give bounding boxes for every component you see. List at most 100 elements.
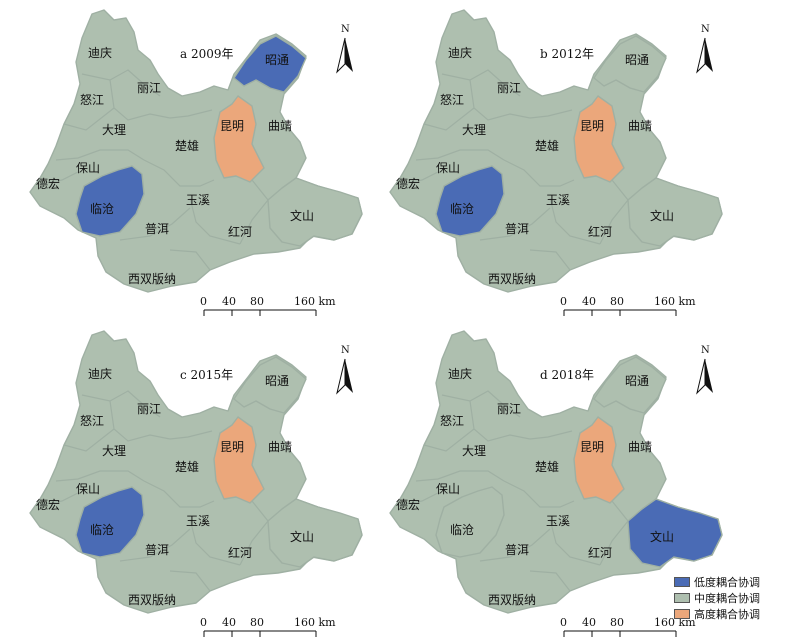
prefecture-borders	[39, 69, 297, 271]
city-label-baoshan: 保山	[436, 161, 460, 175]
city-label-yuxi: 玉溪	[186, 514, 210, 528]
city-label-zhaotong: 昭通	[265, 53, 289, 67]
prefecture-borders	[399, 69, 657, 271]
city-label-xishuangbanna: 西双版纳	[128, 272, 176, 286]
map-svg: 迪庆 怒江 丽江 大理 保山 德宏 临沧 普洱 西双版纳 楚雄 玉溪 红河 文山…	[389, 9, 723, 316]
city-label-kunming: 昆明	[580, 440, 604, 454]
city-label-zhaotong: 昭通	[625, 53, 649, 67]
north-arrow-icon	[345, 359, 353, 393]
city-label-nujiang: 怒江	[440, 413, 464, 428]
city-label-yuxi: 玉溪	[546, 514, 570, 528]
prefecture-kunming	[573, 95, 625, 183]
scale-tick-0: 0	[560, 616, 567, 629]
city-label-diqing: 迪庆	[448, 367, 472, 381]
scale-tick-80: 80	[610, 616, 624, 629]
north-arrow: N	[696, 345, 713, 395]
north-label: N	[701, 345, 710, 356]
city-label-yuxi: 玉溪	[186, 193, 210, 207]
north-label: N	[341, 345, 350, 356]
city-label-qujing: 曲靖	[268, 440, 292, 454]
city-label-dehong: 德宏	[396, 176, 420, 191]
city-label-wenshan: 文山	[650, 208, 674, 223]
scale-tick-40: 40	[222, 295, 236, 308]
map-svg: 迪庆 怒江 丽江 大理 保山 德宏 临沧 普洱 西双版纳 楚雄 玉溪 红河 文山…	[29, 9, 363, 316]
legend-item-mid: 中度耦合协调	[674, 591, 794, 605]
city-label-dali: 大理	[102, 444, 126, 458]
city-label-puer: 普洱	[505, 543, 529, 557]
city-labels: 迪庆 怒江 丽江 大理 保山 德宏 临沧 普洱 西双版纳 楚雄 玉溪 红河 文山…	[36, 46, 314, 286]
city-label-zhaotong: 昭通	[265, 374, 289, 388]
scale-tick-80: 80	[250, 295, 264, 308]
legend-swatch-high	[674, 609, 690, 619]
map-svg: 迪庆 怒江 丽江 大理 保山 德宏 临沧 普洱 西双版纳 楚雄 玉溪 红河 文山…	[29, 330, 363, 637]
city-label-lijiang: 丽江	[137, 402, 161, 416]
city-label-chuxiong: 楚雄	[175, 138, 199, 153]
legend-label-high: 高度耦合协调	[694, 608, 760, 621]
prefecture-kunming	[213, 95, 265, 183]
north-arrow-icon	[705, 359, 713, 393]
city-label-lincang: 临沧	[450, 522, 474, 537]
city-label-puer: 普洱	[505, 222, 529, 236]
north-arrow: N	[696, 24, 713, 74]
city-label-baoshan: 保山	[76, 482, 100, 496]
prefecture-kunming	[573, 416, 625, 504]
city-label-honghe: 红河	[228, 224, 252, 239]
panel-title: a 2009年	[180, 47, 234, 61]
north-arrow-icon	[345, 38, 353, 72]
city-label-honghe: 红河	[588, 545, 612, 560]
city-label-lincang: 临沧	[450, 201, 474, 216]
city-label-zhaotong: 昭通	[625, 374, 649, 388]
city-label-xishuangbanna: 西双版纳	[488, 272, 536, 286]
legend-swatch-mid	[674, 593, 690, 603]
prefecture-wenshan	[267, 498, 363, 568]
city-label-wenshan: 文山	[290, 529, 314, 544]
legend-label-mid: 中度耦合协调	[694, 592, 760, 605]
city-label-lincang: 临沧	[90, 522, 114, 537]
city-label-baoshan: 保山	[76, 161, 100, 175]
city-label-dehong: 德宏	[36, 176, 60, 191]
scale-tick-40: 40	[582, 295, 596, 308]
north-arrow: N	[336, 345, 353, 395]
city-label-lijiang: 丽江	[497, 402, 521, 416]
city-labels: 迪庆 怒江 丽江 大理 保山 德宏 临沧 普洱 西双版纳 楚雄 玉溪 红河 文山…	[396, 46, 674, 286]
prefecture-kunming	[213, 416, 265, 504]
city-label-kunming: 昆明	[220, 440, 244, 454]
map-panel-1: 迪庆 怒江 丽江 大理 保山 德宏 临沧 普洱 西双版纳 楚雄 玉溪 红河 文山…	[0, 0, 400, 321]
city-label-honghe: 红河	[588, 224, 612, 239]
map-panel-3: 迪庆 怒江 丽江 大理 保山 德宏 临沧 普洱 西双版纳 楚雄 玉溪 红河 文山…	[0, 321, 400, 642]
scale-bar: 0 40 80 160 km	[200, 295, 336, 316]
city-label-diqing: 迪庆	[88, 46, 112, 60]
city-label-dehong: 德宏	[36, 497, 60, 512]
north-label: N	[341, 24, 350, 35]
city-label-qujing: 曲靖	[628, 119, 652, 133]
prefecture-wenshan	[267, 177, 363, 247]
north-label: N	[701, 24, 710, 35]
prefecture-wenshan	[627, 177, 723, 247]
prefecture-wenshan	[627, 498, 723, 568]
prefecture-lincang	[435, 165, 505, 237]
city-label-qujing: 曲靖	[268, 119, 292, 133]
city-label-dali: 大理	[102, 123, 126, 137]
legend-item-low: 低度耦合协调	[674, 575, 794, 589]
city-label-diqing: 迪庆	[448, 46, 472, 60]
city-label-lincang: 临沧	[90, 201, 114, 216]
legend-item-high: 高度耦合协调	[674, 607, 794, 621]
prefecture-lincang	[75, 486, 145, 558]
map-svg: 迪庆 怒江 丽江 大理 保山 德宏 临沧 普洱 西双版纳 楚雄 玉溪 红河 文山…	[389, 330, 723, 637]
city-label-chuxiong: 楚雄	[535, 459, 559, 474]
scale-bar: 0 40 80 160 km	[560, 616, 696, 637]
city-label-chuxiong: 楚雄	[175, 459, 199, 474]
city-labels: 迪庆 怒江 丽江 大理 保山 德宏 临沧 普洱 西双版纳 楚雄 玉溪 红河 文山…	[36, 367, 314, 607]
prefecture-zhaotong	[593, 35, 667, 93]
city-label-kunming: 昆明	[220, 119, 244, 133]
city-label-yuxi: 玉溪	[546, 193, 570, 207]
scale-tick-0: 0	[560, 295, 567, 308]
map-panel-2: 迪庆 怒江 丽江 大理 保山 德宏 临沧 普洱 西双版纳 楚雄 玉溪 红河 文山…	[360, 0, 760, 321]
city-label-nujiang: 怒江	[80, 413, 104, 428]
scale-tick-160: 160 km	[654, 295, 696, 308]
north-arrow: N	[336, 24, 353, 74]
scale-tick-40: 40	[582, 616, 596, 629]
legend-label-low: 低度耦合协调	[694, 576, 760, 589]
prefecture-borders	[399, 390, 657, 592]
